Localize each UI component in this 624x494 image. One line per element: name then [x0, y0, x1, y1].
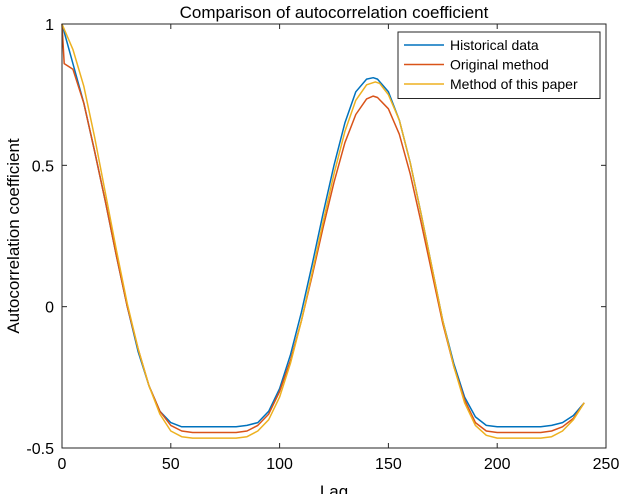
- legend-label: Original method: [450, 57, 549, 73]
- y-axis-ticks: -0.5 0 0.5 1: [26, 17, 606, 458]
- plot-frame: [61, 23, 607, 449]
- y-axis-label: Autocorrelation coefficient: [4, 138, 23, 334]
- y-tick-label: -0.5: [26, 441, 54, 458]
- chart-title: Comparison of autocorrelation coefficien…: [180, 3, 489, 22]
- x-tick-label: 100: [266, 456, 293, 473]
- x-axis-label: Lag: [320, 482, 348, 494]
- legend-label: Historical data: [450, 37, 539, 53]
- series-lines: [61, 23, 585, 439]
- legend: Historical data Original method Method of …: [397, 31, 601, 99]
- y-tick-label: 1: [45, 17, 54, 34]
- x-tick-label: 50: [162, 456, 180, 473]
- x-tick-label: 150: [375, 456, 402, 473]
- x-tick-label: 250: [593, 456, 620, 473]
- legend-label: Method of this paper: [450, 76, 578, 92]
- x-axis-ticks: 0 50 100 150 200 250: [58, 24, 620, 473]
- x-tick-label: 200: [484, 456, 511, 473]
- x-tick-label: 0: [58, 456, 67, 473]
- y-tick-label: 0: [45, 300, 54, 317]
- y-tick-label: 0.5: [32, 158, 54, 175]
- series-line: [61, 23, 585, 439]
